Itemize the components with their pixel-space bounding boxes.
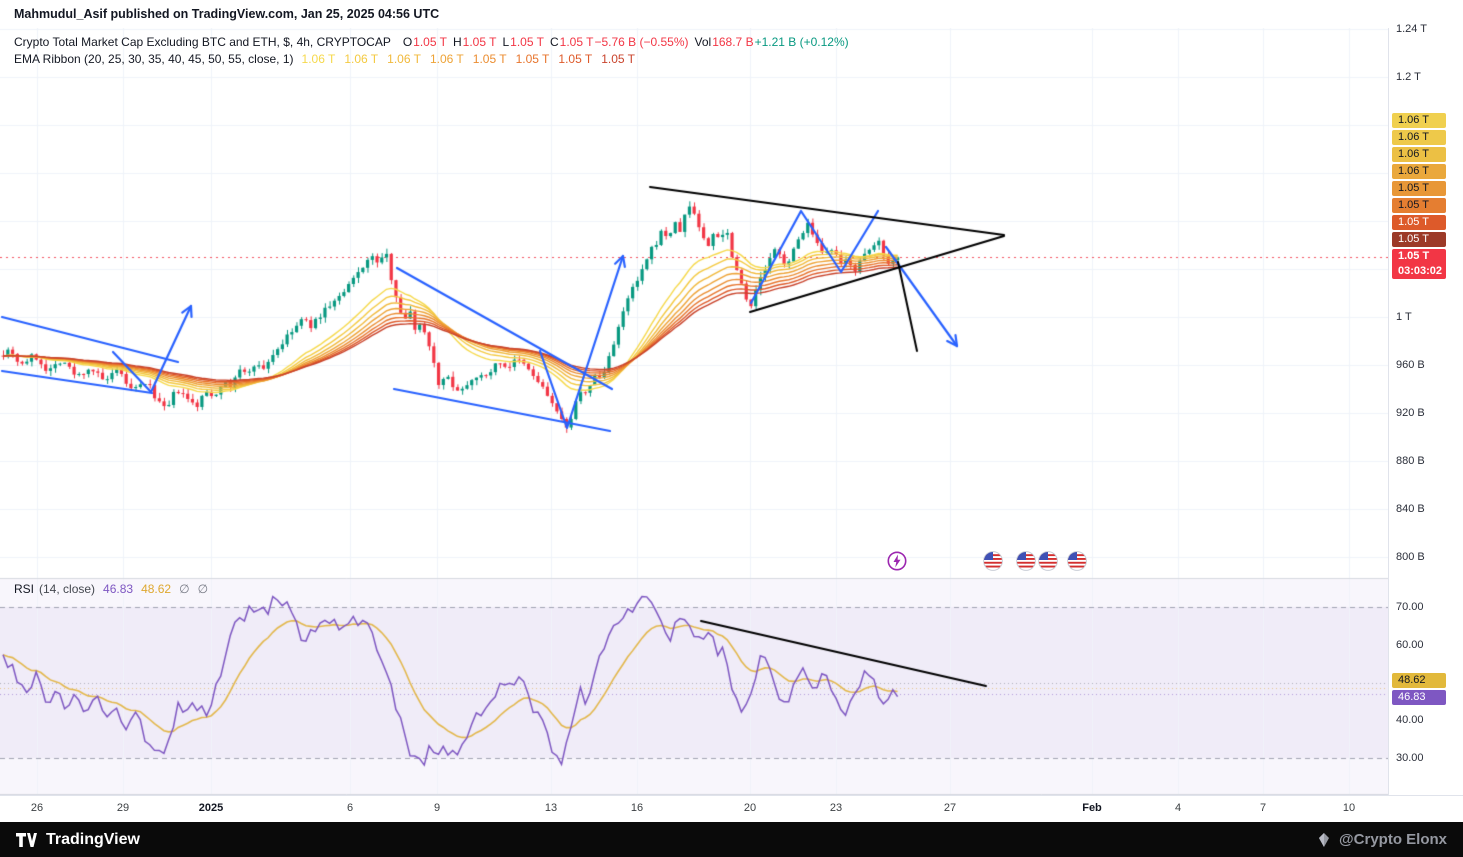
legend-key: O xyxy=(402,34,413,49)
time-axis-label: 29 xyxy=(116,802,130,814)
price-scale-label: 1.2 T xyxy=(1396,71,1421,83)
author-watermark: @Crypto Elonx xyxy=(1316,831,1447,848)
chart-legend: Crypto Total Market Cap Excluding BTC an… xyxy=(14,33,849,67)
tradingview-logo-icon xyxy=(16,832,37,847)
rsi-value-badge: 46.83 xyxy=(1392,690,1446,705)
price-axis[interactable]: 1.24 T 1.2 T 1 T 960 B 920 B 880 B 840 B 800 B 1… xyxy=(1388,23,1463,795)
time-axis-label: 27 xyxy=(943,802,957,814)
us-flag-event-icon[interactable] xyxy=(1016,551,1036,571)
ema-legend-value: 1.06 T xyxy=(344,51,379,66)
ema-legend-value: 1.05 T xyxy=(472,51,507,66)
time-axis-label: 20 xyxy=(743,802,757,814)
ema-price-badge: 1.05 T xyxy=(1392,181,1446,196)
us-flag-event-icon[interactable] xyxy=(983,551,1003,571)
price-scale-label: 800 B xyxy=(1396,551,1425,563)
legend-key: Vol xyxy=(694,34,712,49)
price-scale-label: 840 B xyxy=(1396,503,1425,515)
last-price-value: 1.05 T xyxy=(1398,250,1430,262)
time-axis-label: 4 xyxy=(1174,802,1182,814)
ema-price-badge: 1.06 T xyxy=(1392,164,1446,179)
time-axis-label: 2025 xyxy=(198,802,224,814)
ema-price-badge: 1.05 T xyxy=(1392,215,1446,230)
time-axis-label: 10 xyxy=(1342,802,1356,814)
time-axis-label: 13 xyxy=(544,802,558,814)
time-axis-label: 9 xyxy=(433,802,441,814)
legend-value: 1.05 T xyxy=(462,34,497,49)
chart-canvas[interactable] xyxy=(0,28,1388,795)
ema-price-badge: 1.06 T xyxy=(1392,147,1446,162)
ema-legend-value: 1.06 T xyxy=(301,51,336,66)
ema-legend-value: 1.06 T xyxy=(429,51,464,66)
countdown-timer: 03:03:02 xyxy=(1398,265,1443,277)
time-axis-label: 26 xyxy=(30,802,44,814)
legend-value: +1.21 B (+0.12%) xyxy=(754,34,849,49)
legend-value: 1.05 T xyxy=(413,34,447,49)
time-axis-label: Feb xyxy=(1082,802,1102,814)
tradingview-brand-text: TradingView xyxy=(46,830,140,848)
us-flag-event-icon[interactable] xyxy=(1038,551,1058,571)
rsi-scale-label: 70.00 xyxy=(1396,601,1424,613)
time-axis-label: 7 xyxy=(1259,802,1267,814)
price-scale-label: 1 T xyxy=(1396,311,1412,323)
rsi-scale-label: 40.00 xyxy=(1396,714,1424,727)
time-axis-label: 23 xyxy=(829,802,843,814)
legend-value: −5.76 B (−0.55%) xyxy=(594,34,689,49)
rsi-params: (14, close) xyxy=(39,582,96,596)
ema-price-badge: 1.05 T xyxy=(1392,198,1446,213)
rsi-legend-value: ∅ xyxy=(179,582,190,596)
price-scale-label: 1.24 T xyxy=(1396,23,1427,35)
publish-bar: Mahmudul_Asif published on TradingView.c… xyxy=(0,0,1463,28)
watermark-text: @Crypto Elonx xyxy=(1339,831,1447,848)
price-scale-label: 880 B xyxy=(1396,455,1425,467)
symbol-legend-row: Crypto Total Market Cap Excluding BTC an… xyxy=(14,33,849,50)
tradingview-brand[interactable]: TradingView xyxy=(16,831,140,849)
lightning-event-icon[interactable] xyxy=(887,551,907,571)
rsi-legend-value: 48.62 xyxy=(141,582,172,596)
legend-value: 1.05 T xyxy=(510,34,544,49)
publish-text: Mahmudul_Asif published on TradingView.c… xyxy=(14,7,440,21)
last-price-badge: 1.05 T 03:03:02 xyxy=(1392,249,1446,279)
legend-key: L xyxy=(502,34,510,49)
ema-ribbon-values: 1.06 T 1.06 T 1.06 T 1.06 T 1.05 T 1.05 T 1.05… xyxy=(302,52,645,66)
rsi-title: RSI xyxy=(14,582,35,596)
rsi-values: 46.83 48.62 ∅ ∅ xyxy=(103,582,216,596)
us-flag-event-icon[interactable] xyxy=(1067,551,1087,571)
watermark-logo-icon xyxy=(1319,832,1330,847)
rsi-value-badge: 48.62 xyxy=(1392,673,1446,688)
rsi-scale-label: 30.00 xyxy=(1396,752,1424,764)
price-scale-label: 960 B xyxy=(1396,359,1425,371)
legend-value: 1.05 T xyxy=(559,34,594,49)
symbol-ohlc: O1.05 T H1.05 T L1.05 T C1.05 T−5.76 B (−0.… xyxy=(397,35,849,49)
ema-legend-value: 1.05 T xyxy=(601,51,636,66)
legend-value: 168.7 B xyxy=(712,34,754,49)
price-scale-label: 920 B xyxy=(1396,407,1425,419)
ema-ribbon-title: EMA Ribbon (20, 25, 30, 35, 40, 45, 50, … xyxy=(14,51,294,66)
ema-legend-value: 1.05 T xyxy=(558,51,593,66)
ema-legend-value: 1.06 T xyxy=(387,51,421,66)
ema-legend-row: EMA Ribbon (20, 25, 30, 35, 40, 45, 50, … xyxy=(14,50,849,67)
time-axis-label: 6 xyxy=(346,802,354,814)
rsi-legend: RSI (14, close) 46.83 48.62 ∅ ∅ xyxy=(14,582,216,596)
rsi-legend-value: ∅ xyxy=(197,582,209,596)
legend-key: H xyxy=(452,34,462,49)
ema-price-badge: 1.05 T xyxy=(1392,232,1446,247)
time-axis-label: 16 xyxy=(630,802,644,814)
ema-price-badge: 1.06 T xyxy=(1392,113,1446,128)
legend-key: C xyxy=(549,34,559,49)
footer-bar: TradingView @Crypto Elonx xyxy=(0,822,1463,857)
symbol-title: Crypto Total Market Cap Excluding BTC an… xyxy=(14,34,391,49)
rsi-legend-value: 46.83 xyxy=(103,582,134,596)
ema-price-badge: 1.06 T xyxy=(1392,130,1446,145)
rsi-scale-label: 60.00 xyxy=(1396,638,1424,651)
time-axis[interactable]: 26 29 2025 6 9 13 16 20 23 27 Feb 4 7 10 xyxy=(0,795,1463,822)
ema-legend-value: 1.05 T xyxy=(515,51,550,66)
